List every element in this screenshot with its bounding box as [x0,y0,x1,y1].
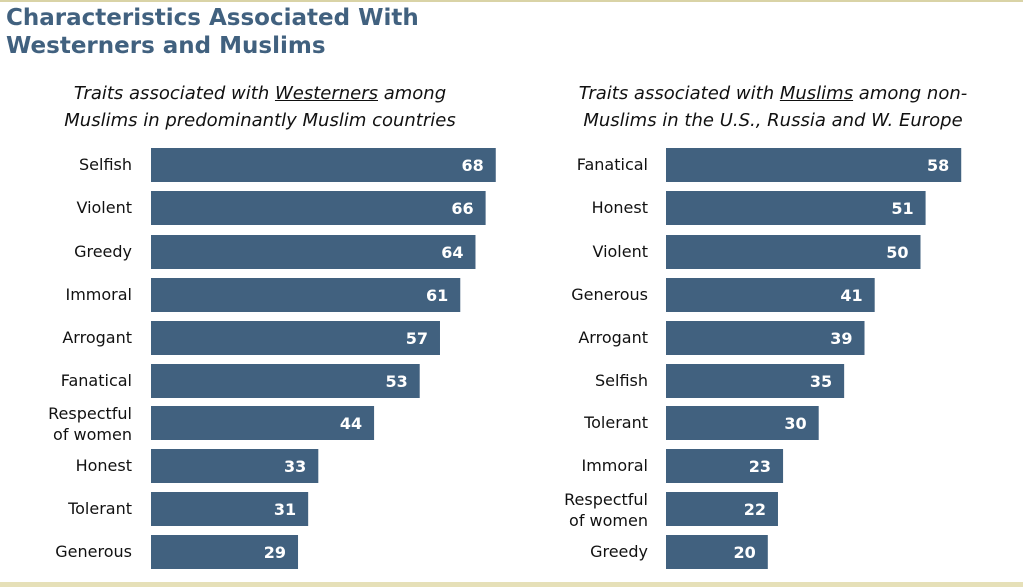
right-category-label: Violent [592,242,648,261]
left-category-label: Greedy [74,242,132,261]
right-subtitle-emphasis: Muslims [779,83,854,104]
left-bar [151,492,309,526]
left-bar [151,235,476,269]
right-bar-value-label: 58 [927,156,949,175]
right-bar-value-label: 20 [734,543,756,562]
right-category-label: Honest [592,198,648,217]
left-bar-value-label: 66 [451,199,473,218]
right-bar-value-label: 41 [840,286,862,305]
right-category-label: Arrogant [578,328,648,347]
right-category-label: Generous [571,285,648,304]
left-bar [151,406,375,440]
left-subtitle-pre: Traits associated with [73,83,275,104]
right-subtitle-line-1: Traits associated with Muslims among non… [530,80,1016,107]
right-bar-value-label: 35 [810,372,832,391]
right-bar [666,191,926,225]
right-bar-value-label: 23 [749,457,771,476]
left-bar-value-label: 57 [406,329,428,348]
right-category-label: Immoral [581,456,648,475]
chart-title-line-1: Characteristics Associated With [6,5,419,31]
left-bar-value-label: 29 [264,543,286,562]
right-panel-subtitle: Traits associated with Muslims among non… [530,80,1016,136]
left-subtitle-emphasis: Westerners [274,83,378,104]
bottom-rule [0,582,1023,587]
left-bar [151,278,461,312]
left-bar-value-label: 61 [426,286,448,305]
right-category-label: Fanatical [577,155,648,174]
right-bar-value-label: 22 [744,500,766,519]
left-subtitle-post: among [378,83,447,104]
right-bar [666,492,778,526]
left-category-label: Fanatical [61,371,132,390]
right-bar [666,449,784,483]
left-category-label: Respectful of women [48,404,132,444]
right-bar-value-label: 39 [830,329,852,348]
right-bar-value-label: 50 [886,243,908,262]
left-category-label: Arrogant [62,328,132,347]
right-bar-value-label: 51 [891,199,913,218]
left-bar [151,449,319,483]
left-panel-subtitle: Traits associated with Westerners among … [10,80,510,136]
left-bar [151,535,299,569]
right-bar [666,535,768,569]
left-category-label: Selfish [79,155,132,174]
left-bar-value-label: 68 [461,156,483,175]
right-subtitle-pre: Traits associated with [578,83,780,104]
right-category-label: Respectful of women [564,490,648,530]
top-rule [0,0,1023,2]
left-bar-value-label: 33 [284,457,306,476]
right-bar [666,321,865,355]
left-subtitle-line-2: Muslims in predominantly Muslim countrie… [64,110,456,131]
left-bar [151,148,496,182]
left-bar [151,191,486,225]
right-bar [666,406,819,440]
chart-title: Characteristics Associated With Westerne… [6,4,606,60]
left-bar-value-label: 53 [385,372,407,391]
right-subtitle-line-2: Muslims in the U.S., Russia and W. Europ… [583,110,963,131]
chart-title-line-2: Westerners and Muslims [6,33,326,59]
right-bar [666,278,875,312]
left-bar-value-label: 64 [441,243,463,262]
left-category-label: Violent [76,198,132,217]
left-bar-value-label: 44 [340,414,362,433]
left-bar-value-label: 31 [274,500,296,519]
right-category-label: Selfish [595,371,648,390]
left-category-label: Immoral [65,285,132,304]
left-subtitle-line-1: Traits associated with Westerners among [10,80,510,107]
right-bar-value-label: 30 [784,414,806,433]
left-category-label: Tolerant [67,499,132,518]
right-bar [666,235,921,269]
right-category-label: Tolerant [583,413,648,432]
right-subtitle-post: among non- [853,83,968,104]
left-category-label: Generous [55,542,132,561]
left-bar [151,364,420,398]
left-category-label: Honest [76,456,132,475]
right-bar [666,148,962,182]
right-category-label: Greedy [590,542,648,561]
left-bar [151,321,440,355]
right-bar [666,364,845,398]
